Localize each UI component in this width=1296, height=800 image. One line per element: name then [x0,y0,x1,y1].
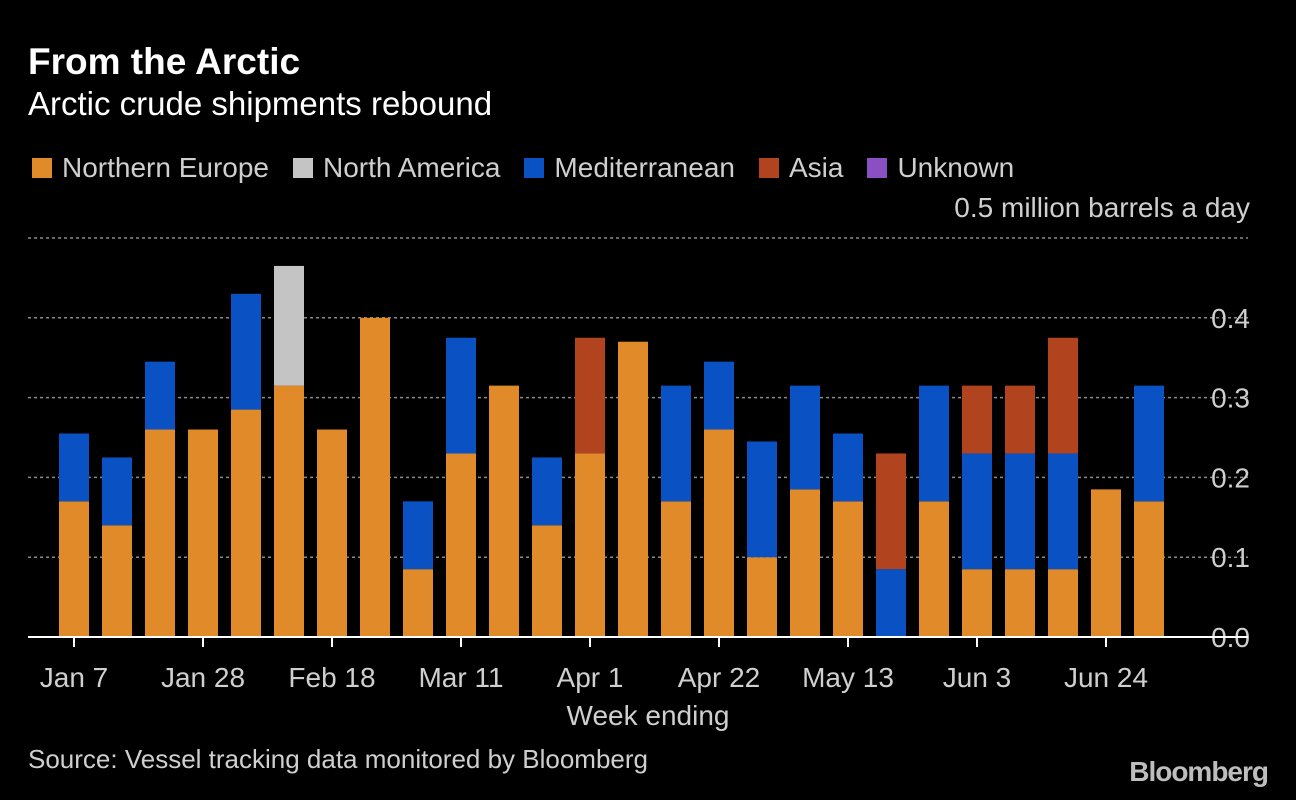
bar-segment-northern-europe [919,501,949,637]
bar-segment-northern-europe [1048,569,1078,637]
bar-segment-northern-europe [317,429,347,637]
legend-label: Northern Europe [62,152,270,183]
x-tick-label: Mar 11 [418,662,503,693]
x-tick-label: Jun 24 [1064,662,1148,693]
bar-segment-northern-europe [661,501,691,637]
legend-item-mediterranean: Mediterranean [524,152,735,184]
bar-segment-northern-europe [790,489,820,637]
bar-segment-northern-europe [1134,501,1164,637]
bar-segment-northern-europe [1091,489,1121,637]
x-tick-label: Apr 22 [678,662,761,693]
x-tick-label: May 13 [802,662,894,693]
bloomberg-logo: Bloomberg [1129,756,1269,787]
source-note: Source: Vessel tracking data monitored b… [28,744,649,774]
bar-segment-mediterranean [532,457,562,526]
legend-label: Asia [788,152,844,183]
bar-segment-mediterranean [704,361,734,430]
bar-segment-northern-europe [618,341,648,637]
bar-segment-northern-europe [231,409,261,637]
legend-label: North America [323,152,501,183]
legend-label: Mediterranean [554,152,735,183]
x-tick-label: Jan 7 [40,662,109,693]
bar-segment-mediterranean [919,385,949,502]
unit-label: 0.5 million barrels a day [954,192,1250,223]
bar-segment-mediterranean [403,501,433,570]
x-tick-label: Apr 1 [557,662,624,693]
legend-swatch [32,158,52,178]
y-tick-label: 0.1 [1211,542,1250,573]
bar-segment-mediterranean [231,293,261,410]
x-tick-label: Jan 28 [161,662,245,693]
bar-segment-mediterranean [661,385,691,502]
legend-item-north-america: North America [293,152,500,184]
x-tick-label: Feb 18 [288,662,375,693]
bar-segment-northern-europe [962,569,992,637]
legend-swatch [524,158,545,178]
bar-segment-northern-europe [274,385,304,637]
chart-subtitle: Arctic crude shipments rebound [28,85,493,122]
x-axis-title: Week ending [567,700,730,731]
legend-item-asia: Asia [758,152,844,184]
legend-swatch [293,158,314,178]
bar-segment-northern-europe [1005,569,1035,637]
bar-segment-northern-europe [704,429,734,637]
bar-segment-asia [962,385,992,454]
bar-segment-mediterranean [102,457,132,526]
bar-segment-asia [1005,385,1035,454]
bar-segment-mediterranean [145,361,175,430]
bar-segment-mediterranean [833,433,863,502]
bar-segment-asia [1048,337,1078,454]
legend-swatch [867,158,888,178]
y-tick-label: 0.2 [1211,462,1250,493]
bar-segment-mediterranean [1134,385,1164,502]
chart-title: From the Arctic [28,41,301,82]
legend-item-northern-europe: Northern Europe [32,152,269,184]
bar-segment-northern-europe [403,569,433,637]
bar-segment-mediterranean [1005,453,1035,570]
legend-item-unknown: Unknown [867,152,1014,184]
bar-segment-northern-europe [446,453,476,637]
bar-segment-asia [575,337,605,454]
bar-segment-mediterranean [59,433,89,502]
legend-swatch [758,158,779,178]
y-tick-label: 0.3 [1211,383,1250,414]
bar-segment-mediterranean [1048,453,1078,570]
bar-segment-northern-europe [188,429,218,637]
bar-segment-north-america [274,265,304,386]
bar-segment-northern-europe [59,501,89,637]
bar-segment-northern-europe [532,525,562,637]
bar-segment-mediterranean [790,385,820,490]
bar-segment-northern-europe [102,525,132,637]
x-tick-label: Jun 3 [943,662,1012,693]
bar-segment-northern-europe [575,453,605,637]
bar-segment-asia [876,453,906,570]
bar-segment-mediterranean [446,337,476,454]
bar-segment-mediterranean [876,569,906,637]
bar-segment-northern-europe [833,501,863,637]
y-tick-label: 0.4 [1211,303,1250,334]
legend: Northern Europe North America Mediterran… [32,150,1038,186]
bar-segment-northern-europe [360,317,390,637]
bar-segment-mediterranean [747,441,777,558]
bar-segment-northern-europe [489,385,519,637]
bar-segment-northern-europe [145,429,175,637]
legend-label: Unknown [897,152,1015,183]
bar-segment-mediterranean [962,453,992,570]
bar-segment-northern-europe [747,557,777,637]
